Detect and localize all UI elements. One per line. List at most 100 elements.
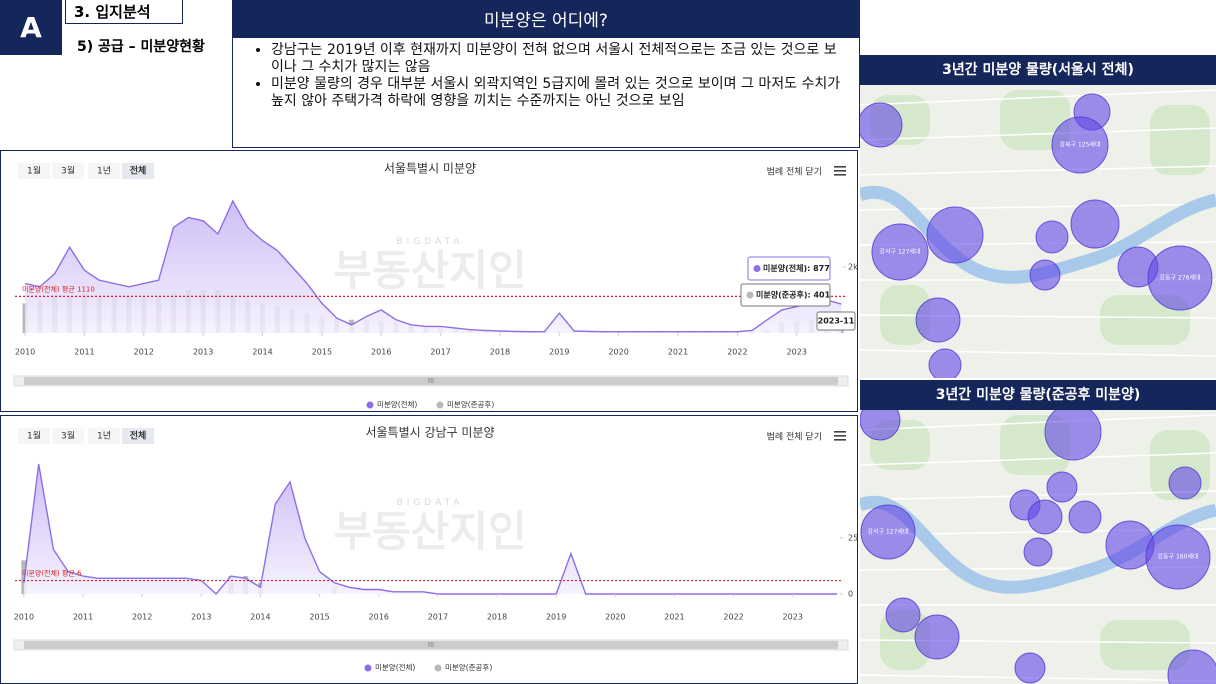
bubble: [1014, 652, 1046, 684]
bubble: [1046, 471, 1078, 503]
watermark: 부동산지인: [333, 507, 526, 556]
map-title-bar: [860, 380, 1216, 410]
menu-icon: [834, 166, 846, 168]
button-label: 1월: [27, 165, 41, 177]
x-tick-label: 2020: [605, 613, 625, 622]
bubble: [1068, 500, 1102, 534]
area: [23, 464, 838, 594]
range-button[interactable]: 1년: [88, 163, 120, 179]
x-tick-label: 2018: [490, 348, 510, 357]
x-tick-label: 2021: [668, 348, 688, 357]
bubble: [1029, 259, 1061, 291]
menu-icon: [834, 431, 846, 433]
subsection-label: 5) 공급 – 미분양현황: [77, 39, 205, 55]
x-tick-label: 2011: [73, 613, 93, 622]
legend-label: 미분양(준공후): [445, 663, 492, 672]
bubble: [1023, 537, 1053, 567]
bullet-list: 강남구는 2019년 이후 현재까지 미분양이 전혀 없으며 서울시 전체적으로…: [241, 42, 849, 110]
bubble-label: 강서구 127세대: [868, 528, 909, 536]
range-button[interactable]: 1월: [18, 428, 50, 444]
menu-icon: [834, 435, 846, 437]
bubble: [860, 410, 901, 441]
bubble: [914, 614, 960, 660]
button-label: 3월: [61, 430, 75, 442]
button-bg: [88, 428, 120, 444]
button-bg: [88, 163, 120, 179]
range-button[interactable]: 전체: [122, 163, 154, 179]
button-bg: [18, 428, 50, 444]
average-label: 미분양(전체) 평균 6: [22, 569, 82, 578]
bubble-label: 강동구 276세대: [1160, 274, 1201, 282]
x-tick-label: 2023: [783, 613, 803, 622]
range-button[interactable]: 1월: [18, 163, 50, 179]
bubble: [885, 597, 921, 633]
bubble: [915, 297, 961, 343]
section-label: 3. 입지분석: [65, 0, 183, 24]
x-tick-label: 2017: [430, 348, 450, 357]
range-button[interactable]: 1년: [88, 428, 120, 444]
x-tick-label: 2019: [546, 613, 566, 622]
road: [860, 203, 1216, 211]
bubble: [926, 206, 984, 264]
legend-swatch: [366, 401, 374, 409]
road: [860, 127, 1216, 141]
scrollbar-thumb: [24, 641, 838, 649]
map-title-bar: [860, 55, 1216, 85]
scrollbar-thumb: [24, 377, 838, 385]
line: [23, 463, 838, 596]
summary-box: 강남구는 2019년 이후 현재까지 미분양이 전혀 없으며 서울시 전체적으로…: [232, 37, 860, 148]
park: [1100, 620, 1190, 670]
average-label: 미분양(전체) 평균 1110: [22, 284, 95, 293]
watermark: BIGDATA: [397, 498, 464, 508]
bullet: 강남구는 2019년 이후 현재까지 미분양이 전혀 없으며 서울시 전체적으로…: [271, 42, 849, 76]
y-tick-label: 0: [848, 590, 853, 599]
scrollbar-grip: III: [428, 377, 434, 385]
bubble: [1051, 116, 1109, 174]
x-tick-label: 2015: [312, 348, 332, 357]
tooltip-box: [740, 283, 831, 307]
x-tick-label: 2012: [132, 613, 152, 622]
legend-toggle[interactable]: 범례 전체 닫기: [767, 166, 822, 178]
bubble: [1044, 410, 1102, 461]
range-button[interactable]: 3월: [52, 163, 84, 179]
legend-swatch: [434, 664, 442, 672]
button-label: 전체: [130, 430, 147, 442]
range-button[interactable]: 3월: [52, 428, 84, 444]
x-tick-label: 2016: [371, 348, 391, 357]
x-tick-label: 2010: [14, 613, 34, 622]
x-tick-label: 2013: [193, 348, 213, 357]
area: [25, 201, 842, 333]
x-tick-label: 2011: [74, 348, 94, 357]
bubble: [860, 102, 903, 148]
bullet: 미분양 물량의 경우 대부분 서울시 외곽지역인 5급지에 몰려 있는 것으로 …: [271, 76, 849, 110]
button-label: 1년: [97, 166, 111, 177]
bubble: [928, 348, 962, 378]
legend-label: 미분양(전체): [377, 399, 417, 409]
tooltip-text: 2023-11: [818, 317, 855, 326]
legend-label: 미분양(준공후): [447, 400, 494, 409]
button-bg: [52, 428, 84, 444]
range-button[interactable]: 전체: [122, 428, 154, 444]
button-bg: [52, 163, 84, 179]
button-bg: [122, 428, 154, 444]
y-tick-label: 2k: [848, 263, 858, 272]
legend-swatch: [364, 664, 372, 672]
legend-toggle[interactable]: 범례 전체 닫기: [767, 431, 822, 443]
menu-icon: [834, 170, 846, 172]
bubble: [1027, 499, 1063, 535]
chart-title: 서울특별시 미분양: [384, 162, 476, 176]
menu-icon: [834, 174, 846, 176]
bar: [21, 560, 27, 594]
road: [860, 89, 1216, 106]
bubble: [1168, 466, 1202, 500]
chart-title: 서울특별시 강남구 미분양: [365, 426, 494, 440]
legend-swatch: [436, 401, 444, 409]
road: [860, 490, 1216, 501]
x-tick-label: 2023: [787, 348, 807, 357]
y-tick-label: 25: [848, 533, 858, 542]
road: [860, 349, 1216, 357]
x-tick-label: 2014: [252, 348, 272, 357]
x-tick-label: 2021: [664, 613, 684, 622]
